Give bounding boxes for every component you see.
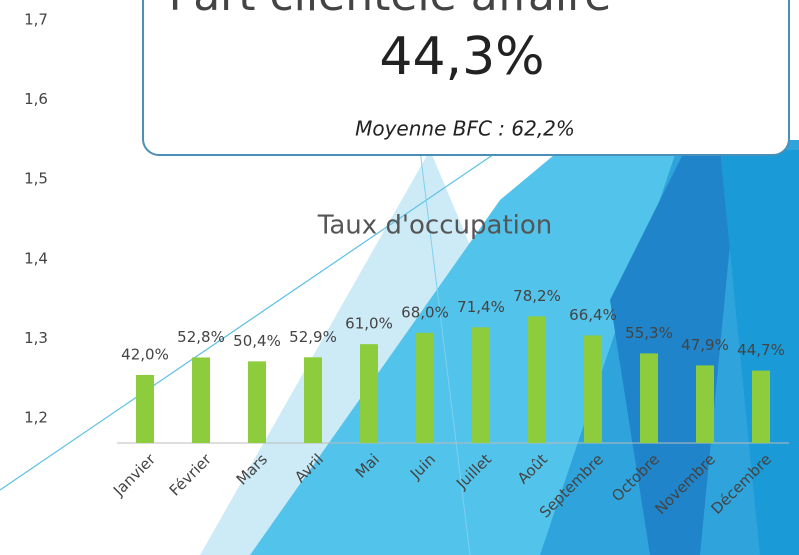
value-label: 42,0% <box>121 345 169 363</box>
bar <box>472 327 490 443</box>
value-label: 47,9% <box>681 336 729 354</box>
y-tick-label: 1,2 <box>24 409 48 427</box>
y-tick-label: 1,3 <box>24 329 48 347</box>
value-label: 68,0% <box>401 303 449 321</box>
slide: Part clientèle affaire 44,3% Moyenne BFC… <box>0 0 799 555</box>
y-tick-label: 1,6 <box>24 90 48 108</box>
value-label: 44,7% <box>737 341 785 359</box>
value-label: 66,4% <box>569 306 617 324</box>
bar <box>640 353 658 443</box>
bar <box>192 357 210 443</box>
y-tick-label: 1,4 <box>24 249 48 267</box>
callout-title: Part clientèle affaire <box>169 0 612 21</box>
y-tick-label: 1,5 <box>24 170 48 188</box>
bar <box>528 316 546 443</box>
bar <box>696 365 714 443</box>
value-label: 52,8% <box>177 328 225 346</box>
value-label: 78,2% <box>513 287 561 305</box>
callout-value: 44,3% <box>379 27 544 87</box>
bar <box>752 371 770 443</box>
bar <box>304 357 322 443</box>
value-label: 55,3% <box>625 324 673 342</box>
value-label: 50,4% <box>233 332 281 350</box>
y-tick-label: 1,7 <box>24 11 48 29</box>
bar <box>416 333 434 443</box>
value-label: 71,4% <box>457 298 505 316</box>
value-label: 61,0% <box>345 315 393 333</box>
chart-title: Taux d'occupation <box>317 211 553 241</box>
callout-subtitle: Moyenne BFC : 62,2% <box>355 117 575 141</box>
bar <box>136 375 154 443</box>
bar <box>248 361 266 443</box>
value-label: 52,9% <box>289 328 337 346</box>
bar <box>584 335 602 443</box>
bar <box>360 344 378 443</box>
